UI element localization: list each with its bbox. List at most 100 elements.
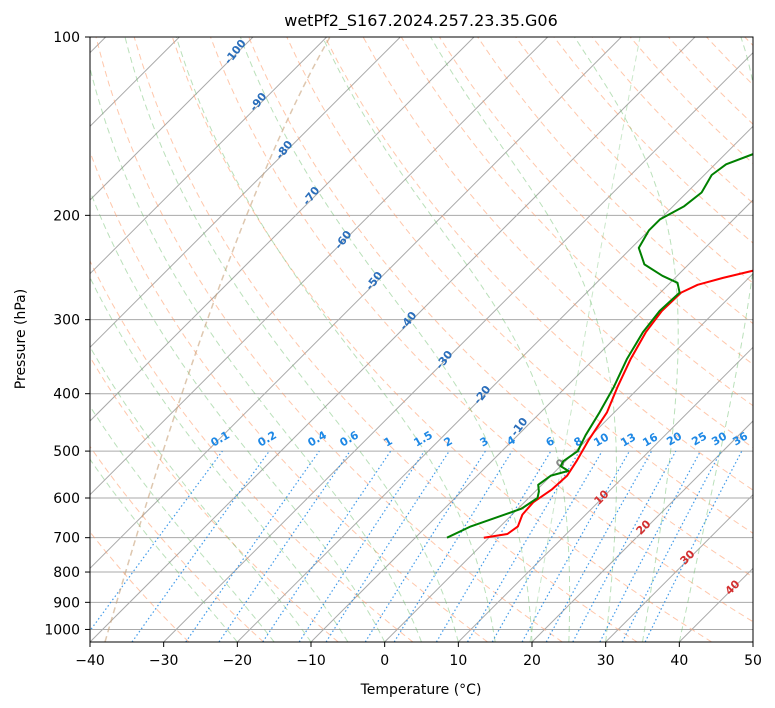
isotherm-line bbox=[384, 272, 753, 642]
mixing-ratio-line bbox=[545, 450, 653, 642]
moist-adiabat-label: 10 bbox=[592, 487, 612, 507]
dry-adiabat-line bbox=[95, 37, 563, 642]
dry-adiabat-label: -20 bbox=[471, 383, 494, 407]
dry-adiabat-line bbox=[90, 445, 264, 642]
profile-lines bbox=[446, 153, 753, 539]
background-lines bbox=[90, 37, 753, 642]
mixing-ratio-line bbox=[393, 450, 513, 642]
moist-adiabat-line bbox=[90, 189, 386, 642]
dry-adiabat-line bbox=[515, 37, 753, 284]
mixing-ratio-label: 36 bbox=[730, 429, 750, 448]
mixing-ratio-line bbox=[185, 450, 320, 642]
profile-series-1 bbox=[446, 153, 753, 539]
x-tick-label: −40 bbox=[75, 653, 105, 669]
mixing-ratio-line bbox=[131, 450, 270, 642]
chart-title: wetPf2_S167.2024.257.23.35.G06 bbox=[284, 11, 558, 31]
dry-adiabat-line bbox=[324, 37, 753, 491]
moist-adiabat-line bbox=[175, 37, 496, 642]
dry-adiabat-line bbox=[553, 37, 753, 244]
dry-adiabat-line bbox=[90, 356, 339, 642]
line-labels: -100-90-80-70-60-50-40-30-20-100.1 0.2 0.4… bbox=[209, 37, 751, 598]
y-tick-label: 700 bbox=[53, 531, 80, 547]
y-axis-label: Pressure (hPa) bbox=[13, 289, 29, 389]
reference-arc bbox=[529, 37, 641, 642]
mixing-ratio-label: 16 bbox=[640, 430, 660, 449]
mixing-ratio-label: 0.6 bbox=[338, 428, 362, 449]
moist-adiabat-line bbox=[90, 345, 312, 642]
dry-adiabat-line bbox=[210, 37, 753, 623]
moist-adiabat-label: 30 bbox=[678, 547, 698, 567]
isotherm-line bbox=[236, 125, 753, 642]
x-tick-label: −30 bbox=[149, 653, 179, 669]
dry-adiabat-line bbox=[90, 259, 414, 642]
x-tick-label: −20 bbox=[223, 653, 253, 669]
moist-adiabat-line bbox=[322, 37, 571, 642]
x-tick-label: 30 bbox=[597, 653, 615, 669]
x-tick-label: 20 bbox=[523, 653, 541, 669]
isotherm-line bbox=[605, 493, 753, 642]
isotherm-line bbox=[90, 37, 475, 422]
y-tick-label: 900 bbox=[53, 595, 80, 611]
isotherm-line bbox=[90, 37, 254, 201]
y-tick-label: 1000 bbox=[44, 622, 80, 638]
mixing-ratio-label: 30 bbox=[709, 429, 729, 448]
dry-adiabat-label: -50 bbox=[363, 269, 386, 293]
x-tick-label: 0 bbox=[380, 653, 389, 669]
plot-frame bbox=[89, 36, 754, 643]
dry-adiabat-label: -30 bbox=[433, 348, 456, 372]
mixing-ratio-line bbox=[218, 450, 351, 642]
mixing-ratio-line bbox=[325, 450, 450, 642]
y-tick-label: 400 bbox=[53, 387, 80, 403]
isotherm-line bbox=[531, 420, 753, 642]
mixing-ratio-line bbox=[364, 450, 486, 642]
y-tick-label: 600 bbox=[53, 491, 80, 507]
isotherm-line bbox=[90, 37, 549, 496]
x-tick-label: 40 bbox=[670, 653, 688, 669]
y-tick-label: 800 bbox=[53, 565, 80, 581]
profile-series-0 bbox=[483, 269, 753, 539]
moist-adiabat-line bbox=[239, 37, 533, 642]
x-tick-label: −10 bbox=[296, 653, 326, 669]
isotherm-line bbox=[90, 37, 696, 642]
y-tick-label: 100 bbox=[53, 30, 80, 46]
mixing-ratio-label: 0.4 bbox=[306, 428, 330, 449]
mixing-ratio-line bbox=[90, 450, 223, 632]
dry-adiabat-line bbox=[706, 37, 753, 86]
mixing-ratio-label: 20 bbox=[664, 429, 684, 448]
mixing-ratio-label: 25 bbox=[689, 430, 709, 449]
mixing-ratio-label: 3 bbox=[478, 434, 491, 449]
moist-adiabat-line bbox=[430, 37, 617, 642]
x-axis-label: Temperature (°C) bbox=[360, 682, 482, 698]
moist-adiabat-line bbox=[574, 37, 679, 642]
dry-adiabat-line bbox=[744, 37, 753, 47]
mixing-ratio-label: 1.5 bbox=[412, 428, 435, 449]
isotherm-line bbox=[163, 51, 753, 642]
moist-adiabat-line bbox=[90, 458, 238, 642]
y-tick-label: 500 bbox=[53, 444, 80, 460]
moist-adiabat-line bbox=[678, 37, 753, 642]
x-axis: −40 −30 −20 −10 0 10 20 30 40 50 bbox=[75, 642, 762, 669]
mixing-ratio-label: 13 bbox=[618, 431, 638, 450]
mixing-ratio-line bbox=[521, 450, 631, 642]
mixing-ratio-line bbox=[599, 450, 702, 642]
moist-adiabat-line bbox=[90, 405, 275, 642]
moist-adiabat-label: 40 bbox=[723, 577, 743, 597]
moist-adiabat-line bbox=[90, 65, 422, 642]
isotherm-line bbox=[457, 346, 753, 642]
dry-adiabat-line bbox=[171, 37, 712, 642]
y-axis: 100 200 300 400 500 600 700 800 900 1000 bbox=[44, 30, 90, 638]
dry-adiabat-label: -100 bbox=[222, 37, 249, 67]
mixing-ratio-line bbox=[262, 450, 392, 642]
isotherm-line bbox=[752, 641, 753, 642]
mixing-ratio-label: 0.2 bbox=[256, 428, 279, 449]
y-tick-label: 300 bbox=[53, 313, 80, 329]
dry-adiabat-line bbox=[90, 150, 488, 642]
isotherm-line bbox=[90, 37, 328, 275]
isotherm-line bbox=[90, 37, 401, 349]
mixing-ratio-label: 1 bbox=[382, 434, 395, 449]
moist-adiabat-label: 20 bbox=[634, 517, 654, 537]
dry-adiabat-line bbox=[248, 37, 753, 578]
isotherm-line bbox=[90, 37, 622, 570]
dry-adiabat-line bbox=[286, 37, 753, 534]
